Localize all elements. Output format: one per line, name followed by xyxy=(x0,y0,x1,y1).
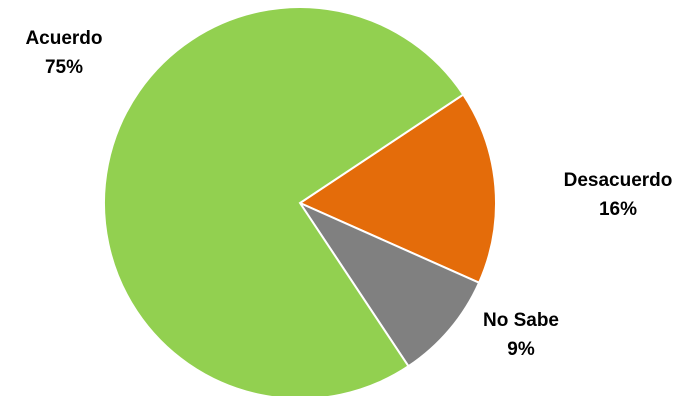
data-label-acuerdo: Acuerdo 75% xyxy=(25,28,102,78)
data-label-desacuerdo: Desacuerdo 16% xyxy=(564,170,673,220)
data-label-acuerdo-name: Acuerdo xyxy=(25,28,102,49)
pie-slice-desacuerdo xyxy=(297,93,497,285)
data-label-desacuerdo-name: Desacuerdo xyxy=(564,170,673,191)
data-label-acuerdo-percent: 75% xyxy=(45,57,83,78)
data-label-no-sabe: No Sabe 9% xyxy=(483,310,559,360)
pie-slice-no-sabe xyxy=(297,200,481,368)
data-label-desacuerdo-percent: 16% xyxy=(599,199,637,220)
data-label-no-sabe-name: No Sabe xyxy=(483,310,559,331)
pie-labels: Acuerdo 75% Desacuerdo 16% No Sabe 9% xyxy=(25,28,672,360)
pie-slice-acuerdo xyxy=(103,6,465,396)
pie-slices xyxy=(103,6,497,396)
data-label-no-sabe-percent: 9% xyxy=(507,339,535,360)
